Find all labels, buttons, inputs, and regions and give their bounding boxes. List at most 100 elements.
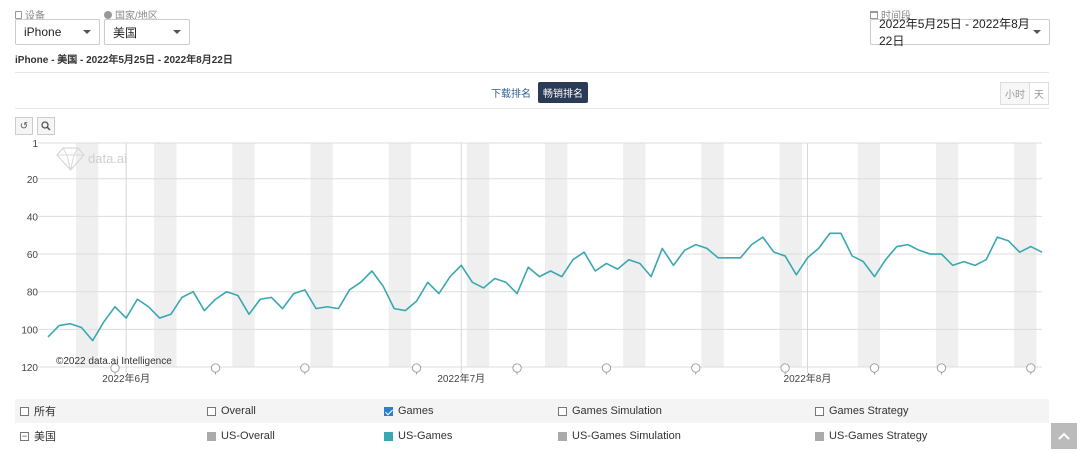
chevron-up-icon: [1058, 432, 1070, 440]
chevron-down-icon: [83, 30, 91, 34]
scroll-to-top-button[interactable]: [1051, 423, 1077, 449]
event-marker-icon[interactable]: [1026, 363, 1036, 375]
legend-swatch: [558, 431, 567, 441]
legend-swatch: [815, 431, 824, 441]
event-marker-icon[interactable]: [110, 363, 120, 375]
weekend-band: [779, 143, 802, 367]
legend-strategy[interactable]: Games Strategy: [815, 405, 908, 417]
event-marker-circle: [936, 363, 947, 373]
legend-games-label: Games: [398, 405, 434, 417]
granularity-day-button[interactable]: 天: [1030, 82, 1049, 105]
event-marker-icon[interactable]: [210, 363, 221, 375]
event-marker-icon[interactable]: [411, 363, 422, 375]
period-label: 时间段: [870, 7, 911, 22]
weekend-band: [623, 143, 646, 367]
event-marker-circle: [601, 363, 612, 373]
event-marker-circle: [1026, 363, 1036, 373]
granularity-toggle: 小时 天: [1000, 82, 1049, 105]
legend-swatch: [384, 431, 393, 441]
chart-subtitle: iPhone - 美国 - 2022年5月25日 - 2022年8月22日: [15, 55, 233, 66]
legend-us-simulation-label: US-Games Simulation: [572, 430, 681, 442]
legend-overall-label: Overall: [221, 405, 256, 417]
country-select-value: 美国: [113, 25, 138, 40]
weekend-band: [154, 143, 177, 367]
rank-tabs: 下载排名 畅销排名: [486, 82, 588, 103]
y-tick-label: 20: [27, 175, 39, 186]
legend-swatch: [207, 431, 216, 441]
event-marker-circle: [300, 363, 310, 373]
weekend-band: [232, 143, 255, 367]
data-ai-watermark: data.ai: [56, 147, 127, 171]
legend-country-label: 美国: [34, 431, 56, 443]
weekend-band: [701, 143, 724, 367]
tab-download-rank[interactable]: 下载排名: [491, 89, 531, 100]
y-tick-label: 1: [32, 139, 38, 150]
event-marker-icon[interactable]: [512, 363, 522, 375]
event-marker-icon[interactable]: [780, 363, 790, 375]
diamond-logo-icon: [56, 147, 85, 171]
checkbox[interactable]: [207, 406, 216, 416]
checkbox[interactable]: [815, 406, 824, 416]
period-label-text: 时间段: [881, 11, 911, 22]
legend-games[interactable]: Games: [384, 405, 433, 417]
zoom-button[interactable]: [37, 117, 55, 135]
y-tick-label: 60: [27, 250, 39, 261]
country-label: 国家/地区: [104, 7, 158, 22]
divider: [15, 108, 1049, 109]
weekend-band: [310, 143, 333, 367]
legend-overall[interactable]: Overall: [207, 405, 256, 417]
undo-icon: ↺: [19, 120, 29, 132]
legend-us-games[interactable]: US-Games: [384, 430, 452, 442]
legend-country-toggle[interactable]: − 美国: [20, 428, 56, 444]
device-icon: [15, 10, 22, 19]
x-tick-label: 2022年6月: [102, 372, 150, 385]
legend-us-overall[interactable]: US-Overall: [207, 430, 275, 442]
event-marker-icon[interactable]: [869, 363, 880, 375]
copyright-text: ©2022 data.ai Intelligence: [56, 356, 172, 367]
checkbox-checked[interactable]: [384, 406, 393, 416]
event-marker-icon[interactable]: [936, 363, 947, 375]
reset-zoom-button[interactable]: ↺: [15, 117, 33, 135]
country-select[interactable]: 美国: [104, 19, 190, 45]
legend-simulation-label: Games Simulation: [572, 405, 662, 417]
event-marker-circle: [512, 363, 522, 373]
x-tick-label: 2022年7月: [437, 372, 485, 385]
device-select[interactable]: iPhone: [15, 19, 100, 45]
globe-icon: [104, 10, 112, 19]
collapse-icon[interactable]: −: [20, 430, 29, 441]
y-tick-label: 100: [21, 325, 38, 336]
tab-grossing-rank[interactable]: 畅销排名: [538, 82, 588, 103]
y-tick-label: 80: [27, 288, 39, 299]
legend-us-strategy-label: US-Games Strategy: [829, 430, 928, 442]
calendar-icon: [870, 10, 878, 19]
device-label-text: 设备: [25, 11, 45, 22]
series-line-us-games: [47, 232, 1043, 342]
x-tick-label: 2022年8月: [784, 372, 832, 385]
event-marker-circle: [411, 363, 422, 373]
legend-us-strategy[interactable]: US-Games Strategy: [815, 430, 927, 442]
granularity-hour-button[interactable]: 小时: [1000, 82, 1030, 105]
event-marker-circle: [869, 363, 880, 373]
event-marker-circle: [210, 363, 221, 373]
legend-strategy-label: Games Strategy: [829, 405, 909, 417]
legend-simulation[interactable]: Games Simulation: [558, 405, 662, 417]
legend-row-categories: 所有 Overall Games Games Simulation Games …: [15, 399, 1049, 423]
event-marker-icon[interactable]: [691, 363, 701, 375]
period-select[interactable]: 2022年5月25日 - 2022年8月22日: [870, 17, 1050, 48]
checkbox[interactable]: [20, 406, 29, 416]
event-marker-circle: [691, 363, 701, 373]
legend-us-simulation[interactable]: US-Games Simulation: [558, 430, 681, 442]
chevron-down-icon: [173, 30, 181, 34]
event-marker-circle: [780, 363, 790, 373]
event-marker-icon[interactable]: [601, 363, 612, 375]
y-tick-label: 120: [21, 363, 38, 374]
period-select-value: 2022年5月25日 - 2022年8月22日: [879, 17, 1030, 48]
weekend-band: [857, 143, 881, 367]
weekend-band: [935, 143, 959, 367]
legend-all[interactable]: 所有: [20, 403, 56, 419]
event-marker-icon[interactable]: [300, 363, 310, 375]
legend-all-label: 所有: [34, 406, 56, 418]
checkbox[interactable]: [558, 406, 567, 416]
legend-row-series: − 美国 US-Overall US-Games US-Games Simula…: [15, 424, 1049, 448]
